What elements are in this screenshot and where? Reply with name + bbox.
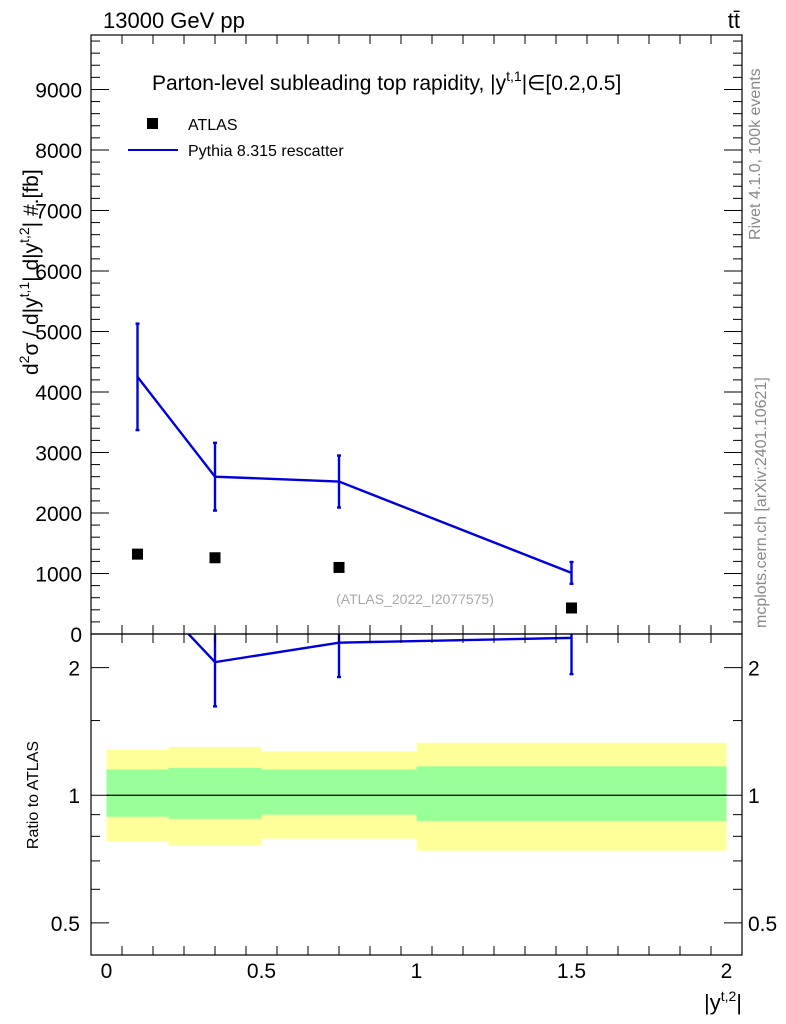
ratio-ytick-label: 0.5 xyxy=(51,913,80,936)
rivet-label: Rivet 4.1.0, 100k events xyxy=(747,68,764,240)
legend-atlas-marker xyxy=(147,118,158,129)
main-y-axis: 0 1000 2000 3000 4000 5000 6000 7000 8000 9000 xyxy=(35,40,742,647)
ratio-panel: 0 0.5 1 1.5 2 0.5 0.5 1 1 2 2 Ratio to ATLAS |yt,2… xyxy=(25,633,777,1015)
main-ytick-label: 1000 xyxy=(35,563,82,586)
main-ytick-label: 8000 xyxy=(35,140,82,163)
mcplots-label: mcplots.cern.ch [arXiv:2401.10621] xyxy=(753,377,770,628)
atlas-point xyxy=(333,561,345,573)
main-ytick-label: 9000 xyxy=(35,79,82,102)
main-ytick-label: 6000 xyxy=(35,261,82,284)
chart-title: Parton-level subleading top rapidity, |y… xyxy=(152,68,621,95)
ratio-ytick-label-right: 0.5 xyxy=(748,913,777,936)
main-ytick-label: 7000 xyxy=(35,200,82,223)
analysis-watermark: (ATLAS_2022_I2077575) xyxy=(336,591,494,607)
main-ytick-label: 5000 xyxy=(35,321,82,344)
ratio-ytick-label-right: 1 xyxy=(748,785,760,808)
main-ytick-label: 4000 xyxy=(35,382,82,405)
atlas-point xyxy=(566,602,577,614)
legend: ATLAS Pythia 8.315 rescatter xyxy=(128,117,344,160)
ratio-frame xyxy=(90,633,743,956)
x-axis-label: |yt,2| xyxy=(704,988,742,1015)
main-y-axis-label: d2σ / d|yt,1| d|yt,2| #.[fb] xyxy=(16,169,43,375)
main-ytick-label: 3000 xyxy=(35,442,82,465)
xtick-label: 0 xyxy=(101,960,113,983)
ratio-band-inner xyxy=(106,769,169,817)
ratio-ytick-label-right: 2 xyxy=(748,658,760,681)
ratio-y-axis-label: Ratio to ATLAS xyxy=(25,741,42,849)
energy-label: 13000 GeV pp xyxy=(103,8,245,33)
pythia-line xyxy=(136,376,572,575)
ratio-band-inner xyxy=(168,767,262,819)
main-x-ticks xyxy=(90,35,743,634)
xtick-label: 2 xyxy=(721,960,733,983)
main-panel: (ATLAS_2022_I2077575) 0 1000 2000 3000 4000 5… xyxy=(16,34,743,647)
main-ytick-label: 2000 xyxy=(35,503,82,526)
main-ytick-label: 0 xyxy=(70,624,82,647)
legend-atlas-label: ATLAS xyxy=(188,117,238,134)
ratio-band-inner xyxy=(416,766,727,821)
ratio-band-inner xyxy=(261,769,417,815)
atlas-point xyxy=(209,552,221,564)
ratio-ytick-label: 1 xyxy=(68,785,80,808)
xtick-label: 1 xyxy=(411,960,423,983)
ratio-pythia-line xyxy=(186,634,572,664)
xtick-label: 0.5 xyxy=(247,960,276,983)
process-label: tt̄ xyxy=(728,8,740,33)
atlas-point xyxy=(132,548,143,560)
xtick-label: 1.5 xyxy=(557,960,586,983)
ratio-ytick-label: 2 xyxy=(68,658,80,681)
ratio-axes: 0 0.5 1 1.5 2 0.5 0.5 1 1 2 2 xyxy=(51,634,777,983)
legend-pythia-label: Pythia 8.315 rescatter xyxy=(188,143,344,160)
